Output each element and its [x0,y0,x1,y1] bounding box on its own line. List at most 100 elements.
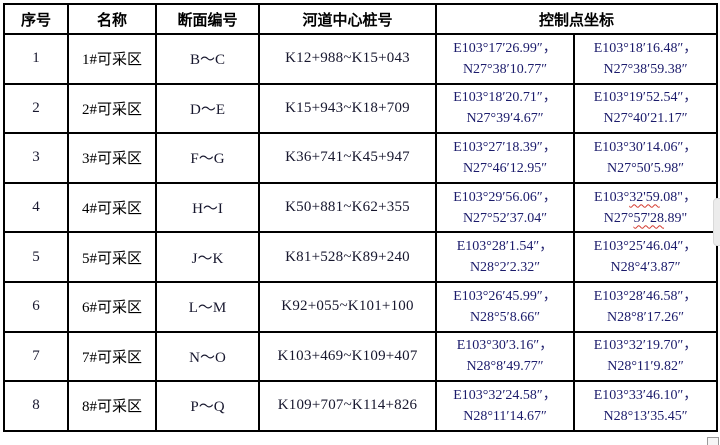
control-points-table: 序号 名称 断面编号 河道中心桩号 控制点坐标 1 1#可采区 B～C K12+988… [3,3,719,432]
section-cell: B～C [155,33,260,85]
header-name: 名称 [67,3,157,35]
name-cell: 7#可采区 [67,330,157,383]
section-cell: J～K [155,231,260,283]
coordinate-line: N27°38′10.77″ [462,61,548,77]
coord-cell: E103°28′46.58″， N28°8′17.26″ [572,280,719,333]
coordinate-line: N28°8′49.77″ [466,359,544,375]
coordinate-line: E103°27′18.39″， [453,139,557,155]
coordinate-line: N27°46′12.95″ [462,160,548,176]
stake-cell: K103+469~K109+407 [258,330,437,383]
coordinate-line: E103°25′46.04″， [593,239,698,255]
coordinate-line: N27°39′4.67″ [466,111,544,127]
coordinate-line: N28°13′35.45″ [603,408,688,424]
coord-cell: E103°29′56.06″， N27°52′37.04″ [435,181,575,234]
table-row: 1 1#可采区 B～C K12+988~K15+043 E103°17′26.99″， N… [3,33,719,85]
coord-cell: E103°32′19.70″， N28°11′9.82″ [572,330,719,383]
stake-cell: K15+943~K18+709 [258,82,437,135]
row-number-cell: 3 [3,132,69,184]
coord-cell: E103°30′14.06″， N27°50′5.98″ [572,132,719,184]
row-number-cell: 5 [3,231,69,283]
table-row: 2 2#可采区 D～E K15+943~K18+709 E103°18′20.71″， N… [3,82,719,135]
row-number-cell: 8 [3,380,69,432]
stake-cell: K109+707~K114+826 [258,380,437,432]
row-number-cell: 1 [3,33,69,85]
coordinate-line: E103°18′20.71″， [453,90,557,106]
row-number-cell: 2 [3,82,69,135]
section-cell: N～O [155,330,260,383]
header-coords: 控制点坐标 [434,3,719,35]
coordinate-line: E103°32'59.08"， [594,189,697,205]
coordinate-line: E103°30′14.06″， [593,139,698,155]
section-cell: L～M [155,280,260,333]
stake-cell: K50+881~K62+355 [258,181,437,234]
name-cell: 8#可采区 [67,380,157,432]
row-number-cell: 6 [3,280,69,333]
header-section: 断面编号 [155,3,260,35]
coord-cell: E103°28′1.54″， N28°2′2.32″ [435,231,575,283]
section-cell: P～Q [155,380,260,432]
table-body: 1 1#可采区 B～C K12+988~K15+043 E103°17′26.99″， N… [3,33,719,432]
table-row: 4 4#可采区 H～I K50+881~K62+355 E103°29′56.06″， N… [3,181,719,234]
coord-cell: E103°26′45.99″， N28°5′8.66″ [435,280,575,333]
coord-cell: E103°19′52.54″， N27°40′21.17″ [572,82,719,135]
coordinate-line: N27°38′59.38″ [603,61,688,77]
coordinate-line: E103°32′24.58″， [453,387,557,403]
scrollbar-thumb[interactable] [713,198,720,246]
stake-cell: K81+528~K89+240 [258,231,437,283]
coordinate-line: E103°26′45.99″， [453,288,557,304]
name-cell: 4#可采区 [67,181,157,234]
coordinate-line: E103°18′16.48″， [593,40,698,56]
coordinate-line: N28°5′8.66″ [469,309,541,325]
coordinate-line: E103°19′52.54″， [593,90,698,106]
coord-cell: E103°33′46.10″， N28°13′35.45″ [572,380,719,432]
coordinate-line: E103°29′56.06″， [453,189,557,205]
coordinate-line: E103°33′46.10″， [593,387,698,403]
coordinate-line: N28°4′3.87″ [610,260,681,276]
table-resize-handle[interactable] [707,437,719,445]
coordinate-line: N28°2′2.32″ [469,260,541,276]
coord-cell: E103°32′24.58″， N28°11′14.67″ [435,380,575,432]
coordinate-line: E103°28′1.54″， [456,239,554,255]
coordinate-line: N28°11′14.67″ [463,408,547,424]
coordinate-line: N27°52′37.04″ [462,210,548,226]
coordinate-line: E103°32′19.70″， [593,338,698,354]
table-row: 6 6#可采区 L～M K92+055~K101+100 E103°26′45.99″，… [3,280,719,333]
coord-cell: E103°17′26.99″， N27°38′10.77″ [435,33,575,85]
coordinate-line: E103°17′26.99″， [453,40,557,56]
header-stake: 河道中心桩号 [258,3,437,35]
coordinate-line: N27°40′21.17″ [603,111,688,127]
coordinate-line: N28°11′9.82″ [607,359,684,375]
coordinate-line: N28°8′17.26″ [606,309,685,325]
table-row: 8 8#可采区 P～Q K109+707~K114+826 E103°32′24.58″… [3,380,719,432]
coord-cell: E103°18′16.48″， N27°38′59.38″ [572,33,719,85]
spellcheck-underline: 57'28 [633,210,665,226]
table-row: 7 7#可采区 N～O K103+469~K109+407 E103°30′3.16″，… [3,330,719,383]
name-cell: 2#可采区 [67,82,157,135]
name-cell: 5#可采区 [67,231,157,283]
section-cell: H～I [155,181,260,234]
header-no: 序号 [3,3,69,35]
spellcheck-underline: 32'59 [629,189,660,205]
name-cell: 1#可采区 [67,33,157,85]
row-number-cell: 7 [3,330,69,383]
coord-cell: E103°25′46.04″， N28°4′3.87″ [572,231,719,283]
coord-cell: E103°30′3.16″， N28°8′49.77″ [435,330,575,383]
stake-cell: K12+988~K15+043 [258,33,437,85]
coord-cell: E103°27′18.39″， N27°46′12.95″ [435,132,575,184]
coord-cell: E103°32'59.08"， N27°57'28.89" [572,181,719,234]
section-cell: D～E [155,82,260,135]
coordinate-line: E103°28′46.58″， [593,288,698,304]
name-cell: 6#可采区 [67,280,157,333]
row-number-cell: 4 [3,181,69,234]
table-row: 3 3#可采区 F～G K36+741~K45+947 E103°27′18.39″， N… [3,132,719,184]
section-cell: F～G [155,132,260,184]
coordinate-line: N27°50′5.98″ [606,160,685,176]
stake-cell: K36+741~K45+947 [258,132,437,184]
stake-cell: K92+055~K101+100 [258,280,437,333]
name-cell: 3#可采区 [67,132,157,184]
table-row: 5 5#可采区 J～K K81+528~K89+240 E103°28′1.54″， N2… [3,231,719,283]
header-row: 序号 名称 断面编号 河道中心桩号 控制点坐标 [3,3,719,35]
coord-cell: E103°18′20.71″， N27°39′4.67″ [435,82,575,135]
coordinate-line: N27°57'28.89" [603,210,688,226]
